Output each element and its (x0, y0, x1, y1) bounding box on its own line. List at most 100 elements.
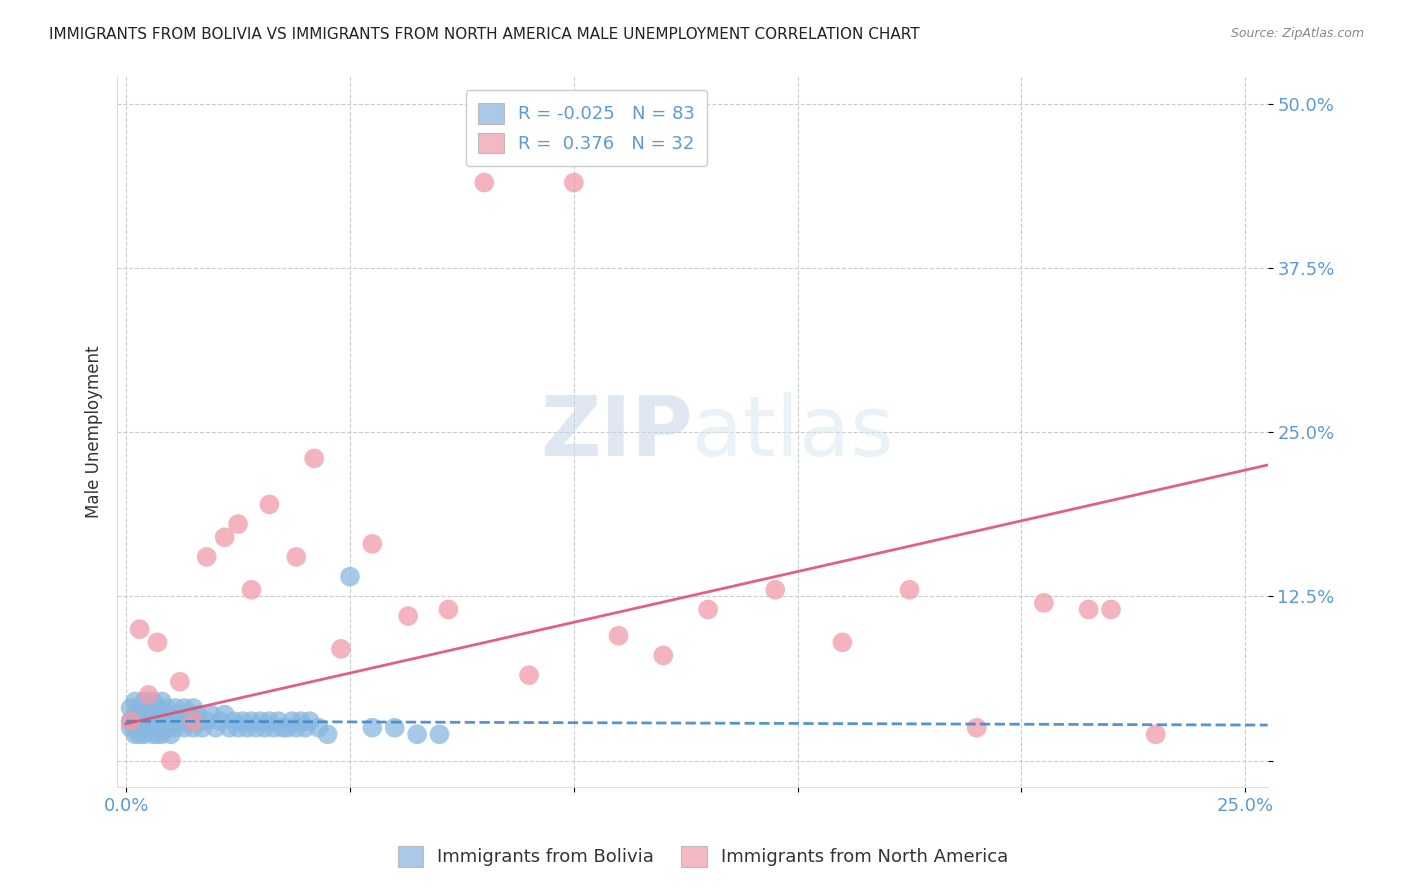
Point (281, 714, 304, 728)
Point (155, 701, 177, 715)
Point (124, 727, 146, 741)
Point (150, 707, 173, 722)
Point (124, 721, 146, 735)
Point (128, 721, 150, 735)
Point (169, 714, 191, 728)
Point (181, 721, 204, 735)
Point (181, 701, 204, 715)
Point (124, 707, 146, 722)
Point (146, 635, 169, 649)
Point (330, 641, 353, 656)
Point (142, 727, 165, 741)
Point (517, 668, 540, 682)
Point (290, 714, 312, 728)
Point (267, 714, 290, 728)
Point (218, 721, 240, 735)
Point (298, 714, 321, 728)
Y-axis label: Male Unemployment: Male Unemployment (86, 346, 103, 518)
Point (128, 622, 150, 636)
Point (146, 727, 169, 741)
Point (142, 721, 165, 735)
Point (276, 721, 298, 735)
Point (308, 721, 330, 735)
Point (472, 176, 495, 190)
Point (214, 707, 236, 722)
Point (160, 754, 183, 768)
Text: ZIP: ZIP (540, 392, 692, 473)
Point (1032, 596, 1054, 610)
Text: atlas: atlas (692, 392, 894, 473)
Point (607, 629, 630, 643)
Point (138, 721, 160, 735)
Point (898, 582, 921, 597)
Point (150, 727, 173, 741)
Point (396, 609, 419, 624)
Point (187, 707, 209, 722)
Point (1099, 602, 1122, 616)
Point (128, 701, 150, 715)
Text: Source: ZipAtlas.com: Source: ZipAtlas.com (1230, 27, 1364, 40)
Point (652, 648, 675, 663)
Point (697, 602, 720, 616)
Point (209, 714, 232, 728)
Point (124, 694, 146, 708)
Point (187, 714, 209, 728)
Point (146, 714, 169, 728)
Point (195, 714, 218, 728)
Point (361, 537, 384, 551)
Point (177, 714, 200, 728)
Point (763, 582, 786, 597)
Point (259, 497, 281, 511)
Point (150, 721, 173, 735)
Point (173, 701, 195, 715)
Point (120, 701, 142, 715)
Point (138, 707, 160, 722)
Point (173, 721, 195, 735)
Point (294, 721, 316, 735)
Point (128, 707, 150, 722)
Point (253, 721, 276, 735)
Point (240, 714, 263, 728)
Point (236, 721, 259, 735)
Point (155, 721, 177, 735)
Point (142, 714, 165, 728)
Point (302, 451, 325, 466)
Text: IMMIGRANTS FROM BOLIVIA VS IMMIGRANTS FROM NORTH AMERICA MALE UNEMPLOYMENT CORRE: IMMIGRANTS FROM BOLIVIA VS IMMIGRANTS FR… (49, 27, 920, 42)
Point (226, 721, 249, 735)
Point (259, 714, 281, 728)
Point (231, 714, 253, 728)
Point (132, 707, 155, 722)
Point (831, 635, 853, 649)
Point (160, 727, 183, 741)
Point (191, 721, 214, 735)
Point (120, 714, 142, 728)
Point (132, 727, 155, 741)
Point (1144, 727, 1167, 741)
Point (245, 721, 267, 735)
Point (195, 549, 218, 564)
Point (142, 694, 165, 708)
Point (361, 721, 384, 735)
Point (339, 569, 361, 583)
Point (285, 549, 308, 564)
Point (132, 694, 155, 708)
Point (316, 727, 339, 741)
Point (169, 707, 191, 722)
Point (966, 721, 988, 735)
Point (150, 694, 173, 708)
Point (222, 714, 245, 728)
Point (128, 714, 150, 728)
Point (263, 721, 285, 735)
Point (138, 714, 160, 728)
Point (240, 582, 263, 597)
Point (249, 714, 271, 728)
Point (132, 721, 155, 735)
Point (562, 176, 585, 190)
Point (165, 721, 187, 735)
Point (138, 688, 160, 702)
Point (165, 701, 187, 715)
Point (271, 721, 294, 735)
Point (406, 727, 429, 741)
Point (169, 674, 191, 689)
Point (214, 530, 236, 544)
